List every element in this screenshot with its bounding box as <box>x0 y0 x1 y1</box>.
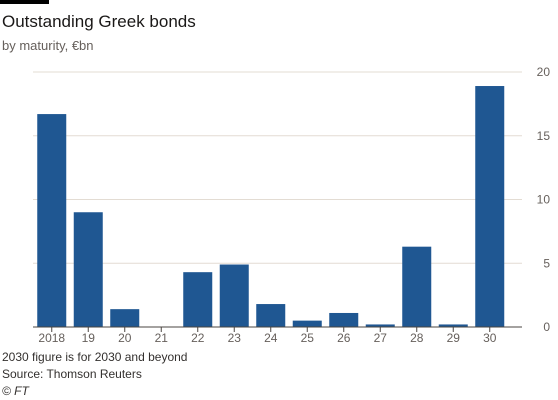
y-tick-label: 5 <box>543 256 550 270</box>
x-tick-label: 25 <box>301 331 315 345</box>
bars <box>37 86 505 328</box>
bar <box>402 246 432 327</box>
y-tick-labels: 0 5 10 15 20 <box>537 65 551 334</box>
x-axis <box>33 326 522 332</box>
x-tick-label: 22 <box>191 331 205 345</box>
x-tick-labels: 2018 19 20 21 22 23 24 25 26 27 28 29 30 <box>38 331 496 345</box>
x-tick-label: 20 <box>118 331 132 345</box>
x-tick-label: 21 <box>155 331 169 345</box>
bar <box>256 304 286 327</box>
bar-chart: 0 5 10 15 20 2018 19 20 21 22 23 24 25 26 27 28 29 30 <box>33 65 551 345</box>
y-tick-label: 0 <box>543 320 550 334</box>
bar <box>73 212 103 327</box>
x-tick-label: 26 <box>337 331 351 345</box>
bar <box>365 324 395 327</box>
y-tick-label: 20 <box>537 65 551 79</box>
ft-credit: © FT <box>2 384 29 398</box>
x-tick-label: 29 <box>447 331 461 345</box>
x-tick-label: 28 <box>410 331 424 345</box>
chart-subtitle: by maturity, €bn <box>2 38 94 53</box>
bar <box>475 86 505 328</box>
bar <box>183 272 213 327</box>
x-tick-label: 19 <box>82 331 96 345</box>
bar <box>219 264 249 327</box>
chart-title: Outstanding Greek bonds <box>2 12 196 31</box>
header-rule <box>0 0 49 4</box>
bar <box>438 324 468 327</box>
y-tick-label: 10 <box>537 193 551 207</box>
bar <box>37 114 67 327</box>
x-tick-label: 23 <box>228 331 242 345</box>
x-tick-label: 24 <box>264 331 278 345</box>
y-tick-label: 15 <box>537 129 551 143</box>
source-note: Source: Thomson Reuters <box>2 367 142 381</box>
bar <box>329 312 359 327</box>
x-tick-label: 27 <box>374 331 388 345</box>
grid-lines <box>33 71 522 264</box>
x-tick-label: 30 <box>483 331 497 345</box>
x-tick-label: 2018 <box>38 331 65 345</box>
footnote: 2030 figure is for 2030 and beyond <box>2 350 188 364</box>
bar <box>292 320 322 327</box>
bar <box>110 309 140 327</box>
